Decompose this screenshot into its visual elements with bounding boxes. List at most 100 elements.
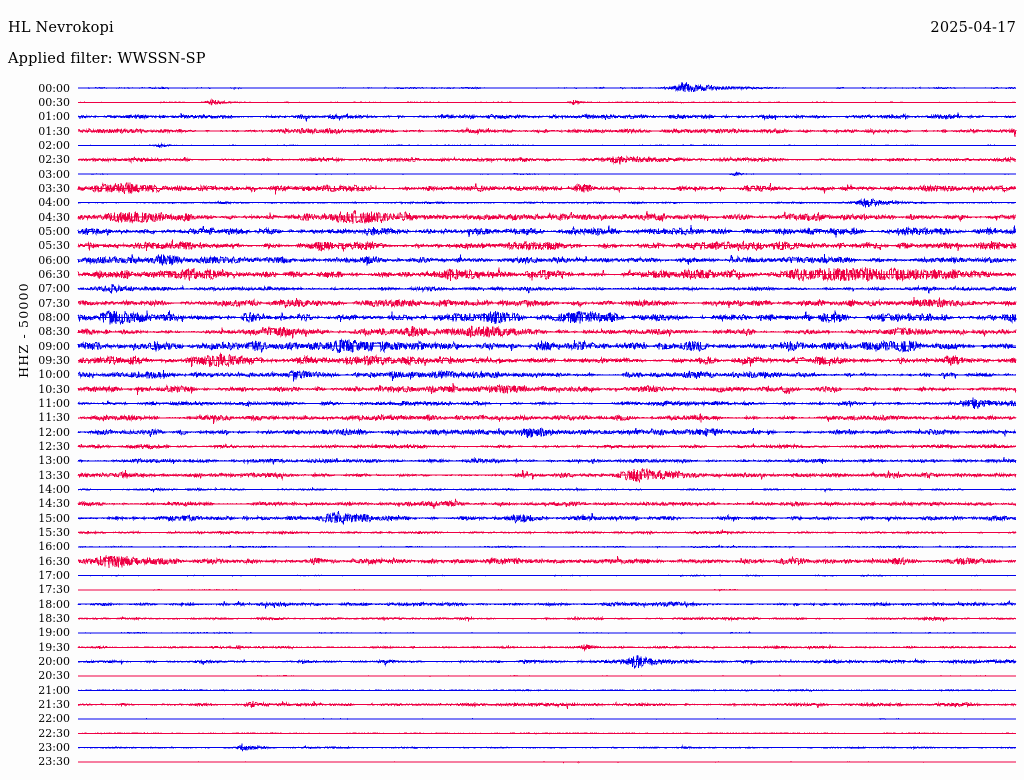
trace-row: [77, 352, 1017, 368]
time-label-0500: 05:00: [38, 224, 70, 238]
trace-row: [77, 209, 1017, 224]
trace-row: [77, 369, 1017, 382]
time-label-1500: 15:00: [38, 511, 70, 525]
trace-row: [77, 468, 1017, 484]
time-label-2230: 22:30: [38, 726, 70, 740]
time-label-1200: 12:00: [38, 425, 70, 439]
time-label-0730: 07:30: [38, 296, 70, 310]
trace-row: [77, 615, 1017, 623]
time-label-0230: 02:30: [38, 153, 70, 167]
time-label-0330: 03:30: [38, 181, 70, 195]
time-label-1830: 18:30: [38, 612, 70, 626]
trace-row: [77, 442, 1017, 450]
time-label-0200: 02:00: [38, 138, 70, 152]
time-label-0530: 05:30: [38, 239, 70, 253]
trace-row: [77, 631, 1017, 635]
trace-row: [77, 554, 1017, 568]
time-label-0930: 09:30: [38, 353, 70, 367]
trace-row: [77, 127, 1017, 138]
trace-row: [77, 413, 1017, 424]
trace-row: [77, 760, 1017, 764]
trace-row: [77, 310, 1017, 326]
trace-row: [77, 112, 1017, 122]
trace-row: [77, 731, 1017, 735]
trace-row: [77, 397, 1017, 410]
trace-row: [77, 700, 1017, 709]
time-label-2300: 23:00: [38, 741, 70, 755]
trace-row: [78, 98, 1017, 106]
time-label-0630: 06:30: [38, 267, 70, 281]
trace-row: [77, 266, 1017, 282]
time-label-0800: 08:00: [38, 310, 70, 324]
trace-row: [77, 81, 1017, 93]
trace-group: [77, 81, 1017, 764]
trace-row: [77, 510, 1017, 525]
time-label-1300: 13:00: [38, 454, 70, 468]
trace-row: [77, 142, 1017, 149]
time-label-2200: 22:00: [38, 712, 70, 726]
time-label-1000: 10:00: [38, 368, 70, 382]
trace-row: [77, 456, 1017, 465]
trace-row: [77, 427, 1017, 438]
trace-row: [77, 383, 1017, 395]
time-label-0030: 00:30: [38, 95, 70, 109]
trace-row: [77, 574, 1017, 578]
time-label-0900: 09:00: [38, 339, 70, 353]
time-label-1130: 11:30: [38, 411, 70, 425]
record-date: 2025-04-17: [930, 20, 1016, 36]
time-label-0700: 07:00: [38, 282, 70, 296]
time-label-2330: 23:30: [38, 755, 70, 769]
time-label-2030: 20:30: [38, 669, 70, 683]
trace-row: [77, 498, 1017, 509]
trace-row: [77, 486, 1017, 493]
trace-row: [77, 171, 1017, 177]
time-label-0130: 01:30: [38, 124, 70, 138]
time-label-0430: 04:30: [38, 210, 70, 224]
time-label-1900: 19:00: [38, 626, 70, 640]
time-label-0830: 08:30: [38, 325, 70, 339]
trace-row: [77, 674, 1017, 678]
time-label-0000: 00:00: [38, 81, 70, 95]
trace-row: [77, 197, 1017, 208]
time-label-1400: 14:00: [38, 483, 70, 497]
trace-row: [77, 717, 1016, 721]
time-label-1030: 10:30: [38, 382, 70, 396]
trace-row: [77, 529, 1017, 536]
trace-row: [77, 239, 1017, 252]
time-label-1800: 18:00: [38, 597, 70, 611]
trace-row: [77, 655, 1017, 670]
time-label-1530: 15:30: [38, 526, 70, 540]
time-label-1330: 13:30: [38, 468, 70, 482]
trace-row: [77, 283, 1017, 294]
time-label-1700: 17:00: [38, 569, 70, 583]
trace-row: [77, 155, 1017, 165]
trace-row: [77, 643, 1017, 652]
time-label-0300: 03:00: [38, 167, 70, 181]
trace-row: [77, 297, 1017, 309]
trace-row: [77, 688, 1017, 693]
time-label-1230: 12:30: [38, 440, 70, 453]
time-label-0400: 04:00: [38, 196, 70, 210]
time-label-0100: 01:00: [38, 110, 70, 124]
trace-row: [77, 338, 1017, 354]
trace-row: [77, 225, 1017, 238]
time-label-2100: 21:00: [38, 683, 70, 697]
time-label-0600: 06:00: [38, 253, 70, 267]
time-label-1930: 19:30: [38, 640, 70, 654]
time-label-1630: 16:30: [38, 554, 70, 568]
trace-row: [77, 743, 1017, 753]
time-label-1600: 16:00: [38, 540, 70, 554]
trace-row: [77, 253, 1017, 266]
trace-row: [77, 182, 1017, 195]
time-label-2130: 21:30: [38, 698, 70, 712]
time-label-1730: 17:30: [38, 583, 70, 597]
page-title: HL Nevrokopi: [8, 20, 114, 36]
trace-row: [77, 588, 1017, 592]
time-label-2000: 20:00: [38, 655, 70, 669]
trace-row: [77, 544, 1017, 549]
time-label-1100: 11:00: [38, 396, 70, 410]
applied-filter-label: Applied filter: WWSSN-SP: [8, 51, 206, 67]
time-label-1430: 14:30: [38, 497, 70, 511]
